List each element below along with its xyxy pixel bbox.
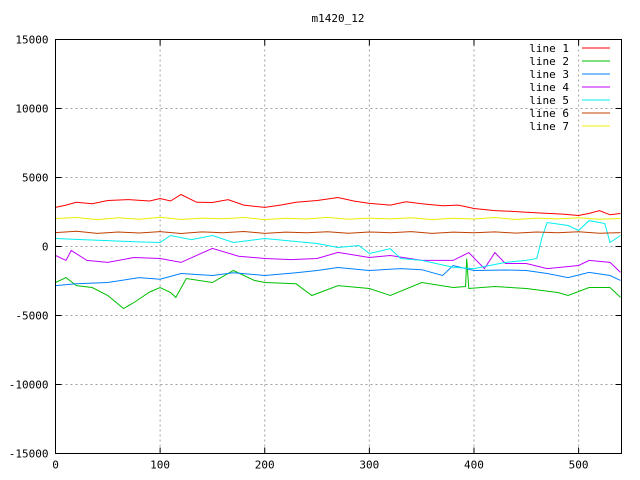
y-tick-label: -15000: [9, 448, 49, 461]
legend-label: line 5: [529, 94, 569, 107]
x-tick-label: 400: [464, 459, 484, 472]
legend-label: line 2: [529, 55, 569, 68]
y-tick-label: 0: [42, 241, 49, 254]
plot-frame: [55, 39, 622, 454]
legend-label: line 7: [529, 120, 569, 133]
series-line-1: [55, 193, 621, 217]
series-line-4: [55, 247, 621, 273]
series-line-6: [55, 230, 621, 235]
x-tick-label: 100: [150, 459, 170, 472]
y-tick-label: 10000: [15, 103, 48, 116]
legend-label: line 6: [529, 107, 569, 120]
grid: [55, 39, 622, 454]
y-tick-label: -5000: [15, 310, 48, 323]
legend-label: line 1: [529, 42, 569, 55]
axes: -15000 -10000 -5000 0 5000 10000 15000 0 100 200 3…: [9, 34, 622, 472]
series-lines: [55, 193, 621, 310]
x-tick-label: 0: [52, 459, 59, 472]
series-line-7: [55, 216, 621, 221]
series-line-3: [55, 264, 621, 287]
series-line-5: [55, 220, 621, 270]
y-tick-label: -10000: [9, 379, 49, 392]
series-line-2: [55, 258, 621, 310]
x-tick-label: 200: [255, 459, 275, 472]
y-tick-label: 5000: [22, 172, 49, 185]
chart-title: m1420_12: [312, 12, 365, 25]
legend-label: line 3: [529, 68, 569, 81]
x-tick-label: 300: [359, 459, 379, 472]
y-tick-label: 15000: [15, 34, 48, 47]
legend-label: line 4: [529, 81, 569, 94]
x-tick-label: 500: [569, 459, 589, 472]
